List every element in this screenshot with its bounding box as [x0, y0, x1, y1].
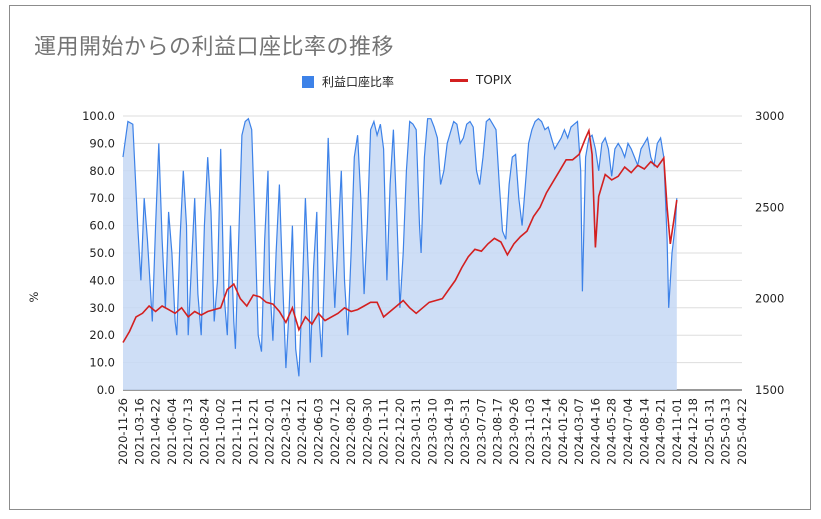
x-tick-label: 2024-04-16 [588, 398, 602, 465]
y-left-tick-label: 90.0 [89, 136, 115, 150]
series-line-profit-ratio [122, 117, 678, 377]
y-right-tick-label: 2500 [755, 200, 784, 214]
x-tick-label: 2020-11-26 [116, 398, 130, 465]
series-line-topix [122, 127, 678, 343]
x-tick-label: 2021-06-04 [165, 398, 179, 465]
x-tick-label: 2021-12-21 [246, 398, 260, 465]
x-tick-label: 2024-01-26 [556, 398, 570, 465]
y-left-tick-label: 60.0 [89, 219, 115, 233]
y-left-tick-label: 30.0 [89, 301, 115, 315]
x-tick-label: 2023-04-19 [442, 398, 456, 465]
x-tick-label: 2023-01-31 [409, 398, 423, 465]
x-tick-label: 2022-04-21 [295, 398, 309, 465]
x-tick-label: 2021-08-24 [197, 398, 211, 465]
x-tick-label: 2023-07-07 [474, 398, 488, 465]
y-axis-right: 1500 2000 2500 3000 [755, 109, 784, 397]
x-tick-label: 2024-03-07 [572, 398, 586, 465]
y-left-tick-label: 100.0 [82, 109, 115, 123]
x-tick-label: 2024-09-21 [654, 398, 668, 465]
x-tick-label: 2021-04-22 [149, 398, 163, 465]
x-tick-label: 2023-09-26 [507, 398, 521, 465]
y-left-tick-label: 20.0 [89, 328, 115, 342]
x-tick-label: 2025-01-31 [702, 398, 716, 465]
x-tick-label: 2021-10-02 [214, 398, 228, 465]
x-tick-label: 2024-05-28 [605, 398, 619, 465]
x-tick-label: 2024-11-01 [670, 398, 684, 465]
x-tick-label: 2023-12-14 [540, 398, 554, 465]
plot-area [122, 117, 678, 390]
series-area-profit-ratio [123, 118, 677, 390]
legend-swatch-topix [450, 78, 468, 82]
x-tick-label: 2022-03-12 [279, 398, 293, 465]
x-tick-label: 2023-05-31 [458, 398, 472, 465]
x-tick-label: 2022-07-12 [328, 398, 342, 465]
y-right-tick-label: 2000 [755, 292, 784, 306]
legend-swatch-profit-ratio [302, 75, 314, 88]
y-axis-left: 0.0 10.0 20.0 30.0 40.0 50.0 60.0 70.0 80.0 90.0 1… [82, 109, 115, 397]
x-tick-label: 2022-09-30 [360, 398, 374, 465]
x-tick-label: 2022-06-03 [311, 398, 325, 465]
x-tick-label: 2022-11-11 [377, 398, 391, 465]
y-right-tick-label: 3000 [755, 109, 784, 123]
legend-label-profit-ratio: 利益口座比率 [322, 75, 395, 89]
legend-label-topix: TOPIX [476, 73, 512, 87]
y-left-tick-label: 10.0 [89, 356, 115, 370]
legend-item-profit-ratio: 利益口座比率 [302, 73, 394, 90]
x-tick-label: 2025-03-13 [719, 398, 733, 465]
y-axis-label-left: % [27, 291, 41, 302]
y-left-tick-label: 50.0 [89, 246, 115, 260]
legend-item-topix: TOPIX [450, 73, 512, 87]
x-tick-label: 2024-12-18 [686, 398, 700, 465]
x-tick-label: 2024-08-14 [637, 398, 651, 465]
x-tick-label: 2022-02-01 [263, 398, 277, 465]
y-left-tick-label: 70.0 [89, 191, 115, 205]
x-tick-label: 2024-07-04 [621, 398, 635, 465]
x-tick-label: 2023-08-17 [491, 398, 505, 465]
x-axis: 2020-11-26 2021-03-16 2021-04-22 2021-06-04… [116, 398, 749, 465]
x-tick-label: 2021-03-16 [132, 398, 146, 465]
y-left-tick-label: 40.0 [89, 273, 115, 287]
chart-title: 運用開始からの利益口座比率の推移 [34, 35, 395, 60]
x-tick-label: 2022-08-20 [344, 398, 358, 465]
y-left-tick-label: 0.0 [97, 383, 115, 397]
y-right-tick-label: 1500 [755, 383, 784, 397]
x-tick-label: 2023-11-03 [523, 398, 537, 465]
x-tick-label: 2021-07-13 [181, 398, 195, 465]
x-tick-label: 2023-03-10 [426, 398, 440, 465]
x-tick-label: 2025-04-22 [735, 398, 749, 465]
x-tick-label: 2021-11-11 [230, 398, 244, 465]
x-tick-label: 2022-12-20 [393, 398, 407, 465]
y-left-tick-label: 80.0 [89, 164, 115, 178]
